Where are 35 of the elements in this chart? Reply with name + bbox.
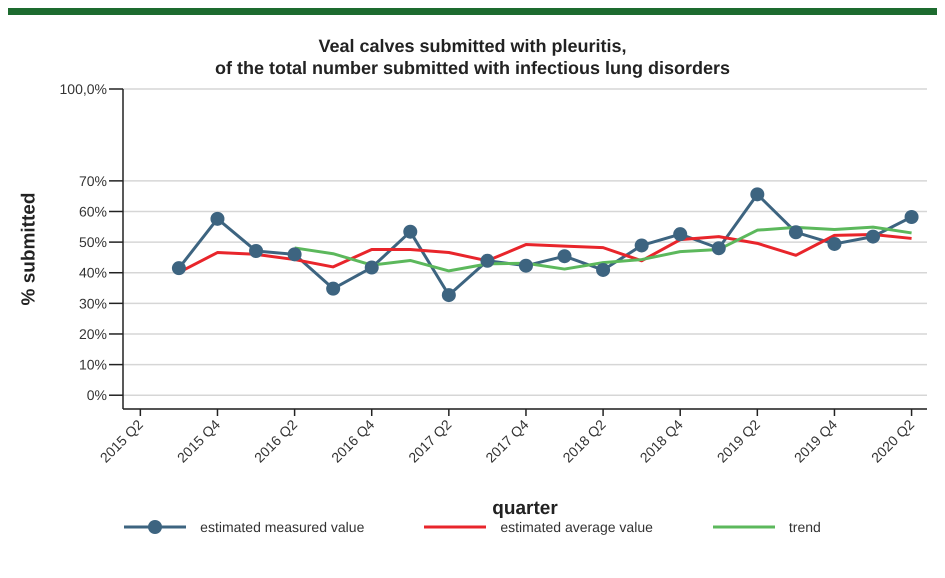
point: [750, 187, 764, 202]
point: [288, 247, 302, 262]
legend-label: estimated measured value: [200, 519, 364, 535]
point: [249, 244, 264, 258]
legend-label: trend: [788, 519, 821, 535]
point: [866, 230, 880, 244]
point: [364, 260, 379, 275]
y-tick-label: 40%: [78, 264, 107, 281]
y-tick-label: 0%: [86, 387, 107, 404]
point: [480, 254, 494, 268]
point: [210, 212, 224, 226]
y-tick-label: 20%: [78, 326, 107, 342]
point: [827, 236, 842, 251]
point: [326, 282, 340, 296]
y-tick-label: 70%: [78, 172, 107, 189]
y-tick-label: 60%: [78, 203, 107, 220]
point: [172, 261, 186, 276]
point: [673, 227, 688, 242]
y-tick-label: 50%: [78, 234, 107, 250]
point: [403, 224, 418, 239]
point: [634, 238, 649, 252]
point: [558, 249, 572, 264]
y-axis-title: % submitted: [18, 192, 40, 306]
chart-title: Veal calves submitted with pleuritis, of the total number submitted with infectious lung disorders: [214, 35, 731, 79]
legend-label: estimated average value: [500, 519, 653, 535]
point: [596, 262, 610, 277]
point: [904, 210, 919, 224]
y-tick-label: 10%: [78, 356, 107, 373]
point: [442, 288, 456, 302]
y-tick-label: 30%: [78, 295, 107, 312]
point: [788, 225, 803, 240]
y-tick-label: 100,0%: [60, 80, 107, 97]
x-axis-title: quarter: [492, 498, 558, 519]
point: [518, 258, 533, 273]
point: [712, 241, 726, 256]
